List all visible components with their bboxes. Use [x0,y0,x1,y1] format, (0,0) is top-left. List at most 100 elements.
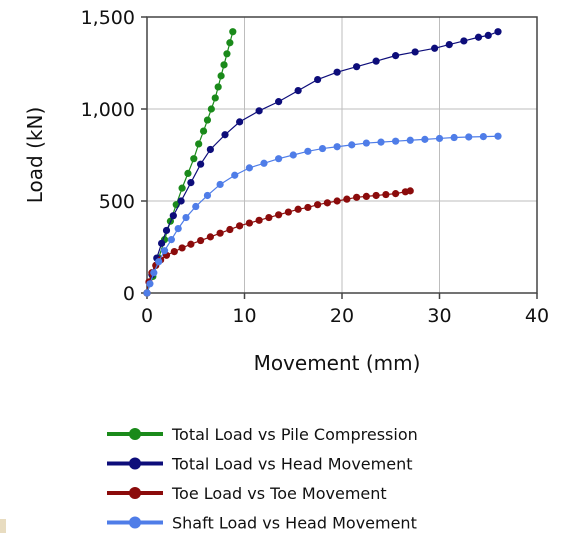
data-point [362,192,370,200]
data-point [182,213,190,222]
data-point [178,184,186,192]
data-point [178,244,186,252]
data-point [484,31,492,39]
data-point [284,208,292,216]
legend-item: Total Load vs Head Movement [107,455,412,474]
data-point [445,41,453,49]
y-tick-label: 500 [99,191,135,213]
data-point [372,57,380,65]
legend-label: Shaft Load vs Head Movement [172,514,417,533]
data-point [362,139,370,147]
data-point [220,61,228,69]
data-point [214,83,222,91]
data-point [265,213,273,222]
legend-swatch-marker [129,457,141,470]
corner-mark [0,519,6,533]
data-point [333,143,341,151]
data-point [392,52,400,60]
data-point [382,190,390,199]
data-point [211,94,219,102]
data-point [195,140,203,148]
data-point [236,222,244,230]
data-point [304,203,312,212]
data-point [236,118,244,126]
x-tick-label: 40 [525,305,549,327]
data-point [479,133,487,141]
data-point [206,233,214,241]
data-point [450,133,458,142]
data-point [392,190,400,198]
data-point [207,105,215,113]
data-point [294,205,302,213]
data-point [406,136,414,144]
data-point [494,132,502,140]
data-point [197,160,205,168]
series-1 [143,28,502,297]
data-point [146,280,154,288]
series-line [146,190,411,294]
legend-label: Total Load vs Head Movement [171,455,412,474]
data-point [255,107,263,115]
data-point [255,216,263,224]
plot-frame [146,16,538,294]
data-point [199,127,208,135]
data-point [406,187,414,195]
data-point [206,145,214,154]
data-point [275,211,283,219]
data-point [372,191,380,200]
data-point [460,37,468,45]
data-point [197,236,205,245]
data-point [217,72,225,80]
data-point [162,226,171,235]
y-tick-label: 0 [123,283,135,305]
data-point [245,219,253,227]
data-point [169,212,177,220]
y-axis-title: Load (kN) [23,107,47,203]
data-point [431,44,439,52]
data-point [203,116,212,124]
data-point [377,138,385,146]
data-point [187,240,195,248]
data-point [294,87,302,95]
data-point [494,28,502,36]
data-point [474,33,483,41]
data-point [192,202,200,211]
series-layer [143,28,502,297]
x-tick-label: 10 [232,305,256,327]
data-point [160,247,169,255]
y-tick-label: 1,500 [81,7,135,29]
data-point [314,201,322,209]
data-point [221,131,229,139]
data-point [155,258,163,266]
data-point [216,229,224,237]
data-point [143,289,151,297]
data-point [323,199,331,207]
legend-swatch-marker [129,487,141,499]
data-point [353,193,361,201]
legend-item: Shaft Load vs Head Movement [107,514,417,533]
series-2 [143,187,414,297]
x-tick-label: 20 [330,305,354,327]
data-point [343,195,351,203]
data-point [275,155,283,163]
data-point [226,225,234,234]
data-point [435,134,444,143]
legend-item: Total Load vs Pile Compression [107,425,418,444]
data-point [203,191,212,200]
data-point [304,147,312,155]
data-point [150,269,158,277]
grid [141,16,538,299]
legend: Total Load vs Pile Compression Total Load… [107,425,418,533]
series-line [146,135,499,294]
data-point [177,197,185,205]
data-point [465,133,473,141]
data-point [187,179,195,187]
data-point [333,197,341,205]
x-tick-label: 30 [427,305,451,327]
data-point [275,98,283,106]
legend-item: Toe Load vs Toe Movement [107,484,387,503]
data-point [353,63,361,71]
tick-labels: 0 10 20 30 40 0 500 1,000 1,500 [81,7,550,327]
data-point [231,171,239,179]
